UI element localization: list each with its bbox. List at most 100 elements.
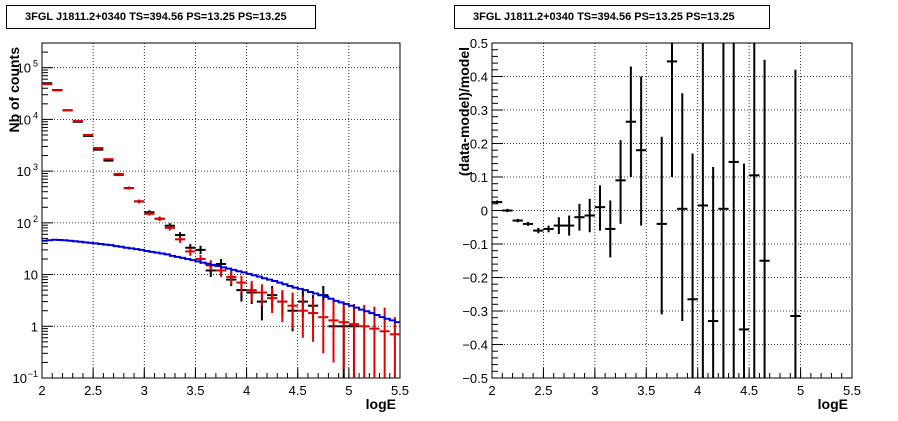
residual-point (502, 208, 513, 213)
x-tick-label: 4.5 (289, 383, 307, 398)
residual-point (584, 198, 595, 233)
model-point (307, 298, 319, 342)
y-tick-label: 10 (24, 268, 38, 283)
residual-point (512, 218, 523, 223)
residual-point (636, 76, 647, 226)
counts-plot-title: 3FGL J1811.2+0340 TS=394.56 PS=13.25 PS=… (6, 5, 316, 29)
residual-point (574, 203, 585, 231)
model-point (287, 292, 298, 329)
residual-point (790, 69, 801, 378)
residual-point (718, 43, 729, 378)
x-tick-label: 3 (141, 383, 148, 398)
model-point (93, 146, 104, 149)
x-tick-label: 4 (694, 383, 701, 398)
plot-frame (41, 42, 401, 379)
residual-point (543, 225, 554, 233)
residual-point (522, 221, 534, 226)
model-point (297, 296, 308, 338)
residual-point (615, 140, 626, 224)
residual-point (656, 136, 667, 315)
residual-point (553, 217, 564, 234)
residual-point (605, 200, 616, 258)
model-point (338, 303, 349, 369)
model-point (348, 303, 360, 378)
data-point (195, 245, 206, 254)
model-point (267, 287, 278, 314)
residual-point (738, 163, 750, 378)
y-tick-exponent: 3 (33, 162, 38, 172)
residual-point (687, 153, 698, 378)
residual-point (666, 43, 678, 177)
model-point (277, 290, 288, 323)
y-tick-label: 0.5 (470, 36, 488, 51)
model-point (174, 236, 186, 243)
x-tick-label: 5 (797, 383, 804, 398)
model-point (164, 225, 175, 231)
y-tick-exponent: 4 (33, 110, 38, 120)
model-point (185, 247, 196, 256)
model-point (318, 300, 329, 354)
x-axis-label: logE (818, 396, 848, 412)
residuals-plot-title: 3FGL J1811.2+0340 TS=394.56 PS=13.25 PS=… (454, 5, 770, 29)
model-point (389, 317, 400, 378)
model-point (328, 301, 339, 363)
model-point (103, 158, 114, 161)
y-tick-label: 0.1 (470, 170, 488, 185)
residual-point (728, 43, 739, 378)
y-tick-label: 10 (17, 216, 31, 231)
y-tick-exponent: 2 (33, 214, 38, 224)
model-point (236, 275, 247, 293)
y-tick-label: −0.1 (462, 237, 488, 252)
model-point (154, 216, 165, 221)
model-point (359, 304, 370, 378)
y-tick-label: −0.2 (462, 271, 488, 286)
x-tick-label: 2 (38, 383, 45, 398)
residual-point (625, 66, 636, 177)
x-tick-label: 4.5 (740, 383, 758, 398)
residual-point (749, 43, 760, 378)
y-axis-label: Nb of counts (6, 47, 22, 133)
residual-point (677, 93, 688, 322)
model-point (134, 199, 145, 204)
y-tick-label: 0.2 (470, 137, 488, 152)
residual-point (697, 43, 708, 378)
model-point (113, 172, 124, 176)
y-axis-label: (data-model)/model (456, 47, 472, 176)
model-point (123, 186, 135, 190)
residuals-panel: 2 2.5 3 3.5 4 4.5 5 5.5 −0.5 −0.4 −0.3 −0.2 −0.1 0 0.1… (456, 36, 861, 412)
residual-point (759, 59, 770, 378)
x-tick-label: 5.5 (391, 383, 409, 398)
model-point (246, 281, 257, 302)
x-tick-label: 3.5 (186, 383, 204, 398)
x-tick-label: 2 (488, 383, 495, 398)
residual-point (708, 166, 719, 378)
x-tick-label: 3.5 (637, 383, 655, 398)
x-tick-label: 2.5 (534, 383, 552, 398)
y-tick-label: 10 (17, 112, 31, 127)
y-tick-label: −0.4 (462, 338, 488, 353)
y-tick-label: 0 (481, 204, 488, 219)
model-point (62, 109, 73, 112)
model-point (144, 212, 155, 216)
y-tick-label: 1 (31, 319, 38, 334)
model-point (82, 133, 94, 136)
model-point (72, 120, 83, 123)
y-tick-exponent: −1 (28, 369, 38, 379)
x-tick-label: 2.5 (84, 383, 102, 398)
model-point (226, 270, 237, 285)
y-tick-label: 10 (13, 371, 27, 386)
y-tick-label: 10 (17, 164, 31, 179)
x-tick-label: 5 (345, 383, 352, 398)
component-step-line (42, 238, 400, 324)
y-tick-label: 0.4 (470, 70, 488, 85)
model-point (256, 284, 268, 306)
y-tick-label: 10 (17, 61, 31, 76)
y-tick-label: 0.3 (470, 103, 488, 118)
residual-point (533, 227, 544, 234)
x-tick-label: 4 (243, 383, 250, 398)
x-tick-label: 5.5 (843, 383, 861, 398)
x-axis-label: logE (366, 396, 396, 412)
y-tick-label: −0.3 (462, 304, 488, 319)
